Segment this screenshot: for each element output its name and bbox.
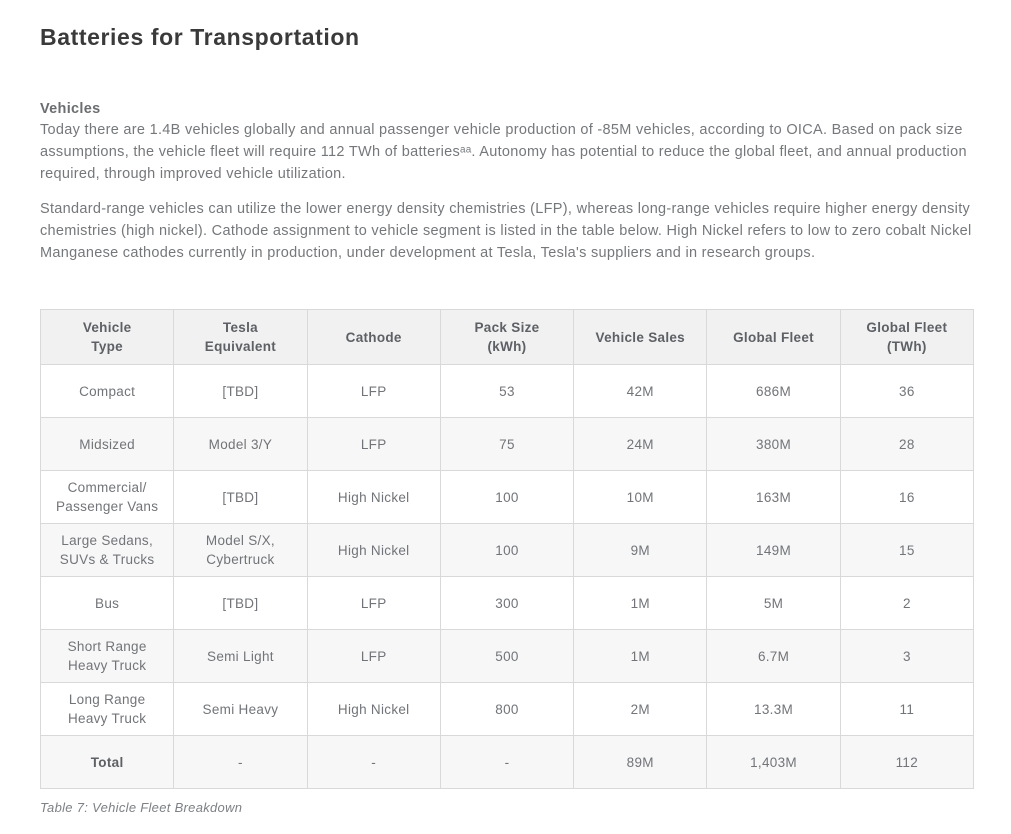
table-cell: Long Range Heavy Truck xyxy=(39,682,175,736)
table-cell: LFP xyxy=(306,629,441,683)
table-cell: 36 xyxy=(839,364,975,418)
table-header-row: Vehicle Type Tesla Equivalent Cathode Pack … xyxy=(39,309,975,365)
table-caption: Table 7: Vehicle Fleet Breakdown xyxy=(40,800,243,815)
vehicle-fleet-table: Vehicle Type Tesla Equivalent Cathode Pack … xyxy=(39,309,975,789)
column-header: Vehicle Sales xyxy=(573,309,708,365)
table-cell: Commercial/ Passenger Vans xyxy=(39,470,175,524)
table-cell: [TBD] xyxy=(173,470,308,524)
table-cell: 2M xyxy=(573,682,708,736)
table-cell: 24M xyxy=(573,417,708,471)
table-cell: 163M xyxy=(706,470,841,524)
table-cell: 9M xyxy=(573,523,708,577)
table-cell: [TBD] xyxy=(173,364,308,418)
table-cell: Bus xyxy=(39,576,175,630)
table-cell: 3 xyxy=(839,629,975,683)
table-cell: LFP xyxy=(306,364,441,418)
table-cell: 112 xyxy=(839,735,975,789)
table-row: Long Range Heavy Truck Semi Heavy High Nic… xyxy=(39,682,975,736)
table-cell: 5M xyxy=(706,576,841,630)
table-cell: LFP xyxy=(306,576,441,630)
table-cell: 686M xyxy=(706,364,841,418)
table-cell: 1,403M xyxy=(706,735,841,789)
table-cell: 42M xyxy=(573,364,708,418)
table-cell: Semi Heavy xyxy=(173,682,308,736)
table-head: Vehicle Type Tesla Equivalent Cathode Pack … xyxy=(39,309,975,365)
table-cell: LFP xyxy=(306,417,441,471)
table-cell: High Nickel xyxy=(306,470,441,524)
table-cell: Compact xyxy=(39,364,175,418)
table-cell: High Nickel xyxy=(306,523,441,577)
column-header: Vehicle Type xyxy=(39,309,175,365)
table-cell: 380M xyxy=(706,417,841,471)
document-page: Batteries for Transportation Vehicles To… xyxy=(39,24,975,815)
table-cell: [TBD] xyxy=(173,576,308,630)
table-cell: 100 xyxy=(439,470,575,524)
column-header: Global Fleet (TWh) xyxy=(839,309,975,365)
table-cell: Large Sedans, SUVs & Trucks xyxy=(39,523,175,577)
table-row: Compact [TBD] LFP 53 42M 686M 36 xyxy=(39,364,975,418)
table-row: Midsized Model 3/Y LFP 75 24M 380M 28 xyxy=(39,417,975,471)
section-heading-vehicles: Vehicles xyxy=(40,101,101,117)
table-row: Bus [TBD] LFP 300 1M 5M 2 xyxy=(39,576,975,630)
table-cell: Model 3/Y xyxy=(173,417,308,471)
table-cell: 53 xyxy=(439,364,575,418)
table-cell: 15 xyxy=(839,523,975,577)
page-title: Batteries for Transportation xyxy=(40,24,360,50)
paragraph-chemistries: Standard-range vehicles can utilize the … xyxy=(40,201,972,261)
table-cell: Midsized xyxy=(39,417,175,471)
table-cell: Semi Light xyxy=(173,629,308,683)
table-cell: 500 xyxy=(439,629,575,683)
table-body: Compact [TBD] LFP 53 42M 686M 36 Midsized Model … xyxy=(39,364,975,789)
table-cell: 300 xyxy=(439,576,575,630)
table-cell: - xyxy=(306,735,441,789)
table-cell: 28 xyxy=(839,417,975,471)
table-cell: 89M xyxy=(573,735,708,789)
table-cell: 6.7M xyxy=(706,629,841,683)
table-cell: 149M xyxy=(706,523,841,577)
table-row: Short Range Heavy Truck Semi Light LFP 500 1… xyxy=(39,629,975,683)
table-cell: - xyxy=(439,735,575,789)
table-cell: - xyxy=(173,735,308,789)
column-header: Tesla Equivalent xyxy=(173,309,308,365)
column-header: Pack Size (kWh) xyxy=(439,309,575,365)
paragraph-vehicles-overview: Today there are 1.4B vehicles globally a… xyxy=(40,122,967,182)
table-cell: High Nickel xyxy=(306,682,441,736)
column-header: Global Fleet xyxy=(706,309,841,365)
table-cell: 1M xyxy=(573,576,708,630)
table-cell: 1M xyxy=(573,629,708,683)
table-cell: Short Range Heavy Truck xyxy=(39,629,175,683)
column-header: Cathode xyxy=(306,309,441,365)
table-cell: 10M xyxy=(573,470,708,524)
table-cell: 2 xyxy=(839,576,975,630)
table-row: Total - - -89M 1,403M 112 xyxy=(39,735,975,789)
table-cell: Total xyxy=(39,735,175,789)
table-row: Commercial/ Passenger Vans [TBD] High Nick… xyxy=(39,470,975,524)
table-row: Large Sedans, SUVs & Trucks Model S/X, Cy… xyxy=(39,523,975,577)
table-cell: 75 xyxy=(439,417,575,471)
table-cell: Model S/X, Cybertruck xyxy=(173,523,308,577)
table-cell: 100 xyxy=(439,523,575,577)
table-cell: 11 xyxy=(839,682,975,736)
table-cell: 16 xyxy=(839,470,975,524)
table-cell: 800 xyxy=(439,682,575,736)
table-cell: 13.3M xyxy=(706,682,841,736)
